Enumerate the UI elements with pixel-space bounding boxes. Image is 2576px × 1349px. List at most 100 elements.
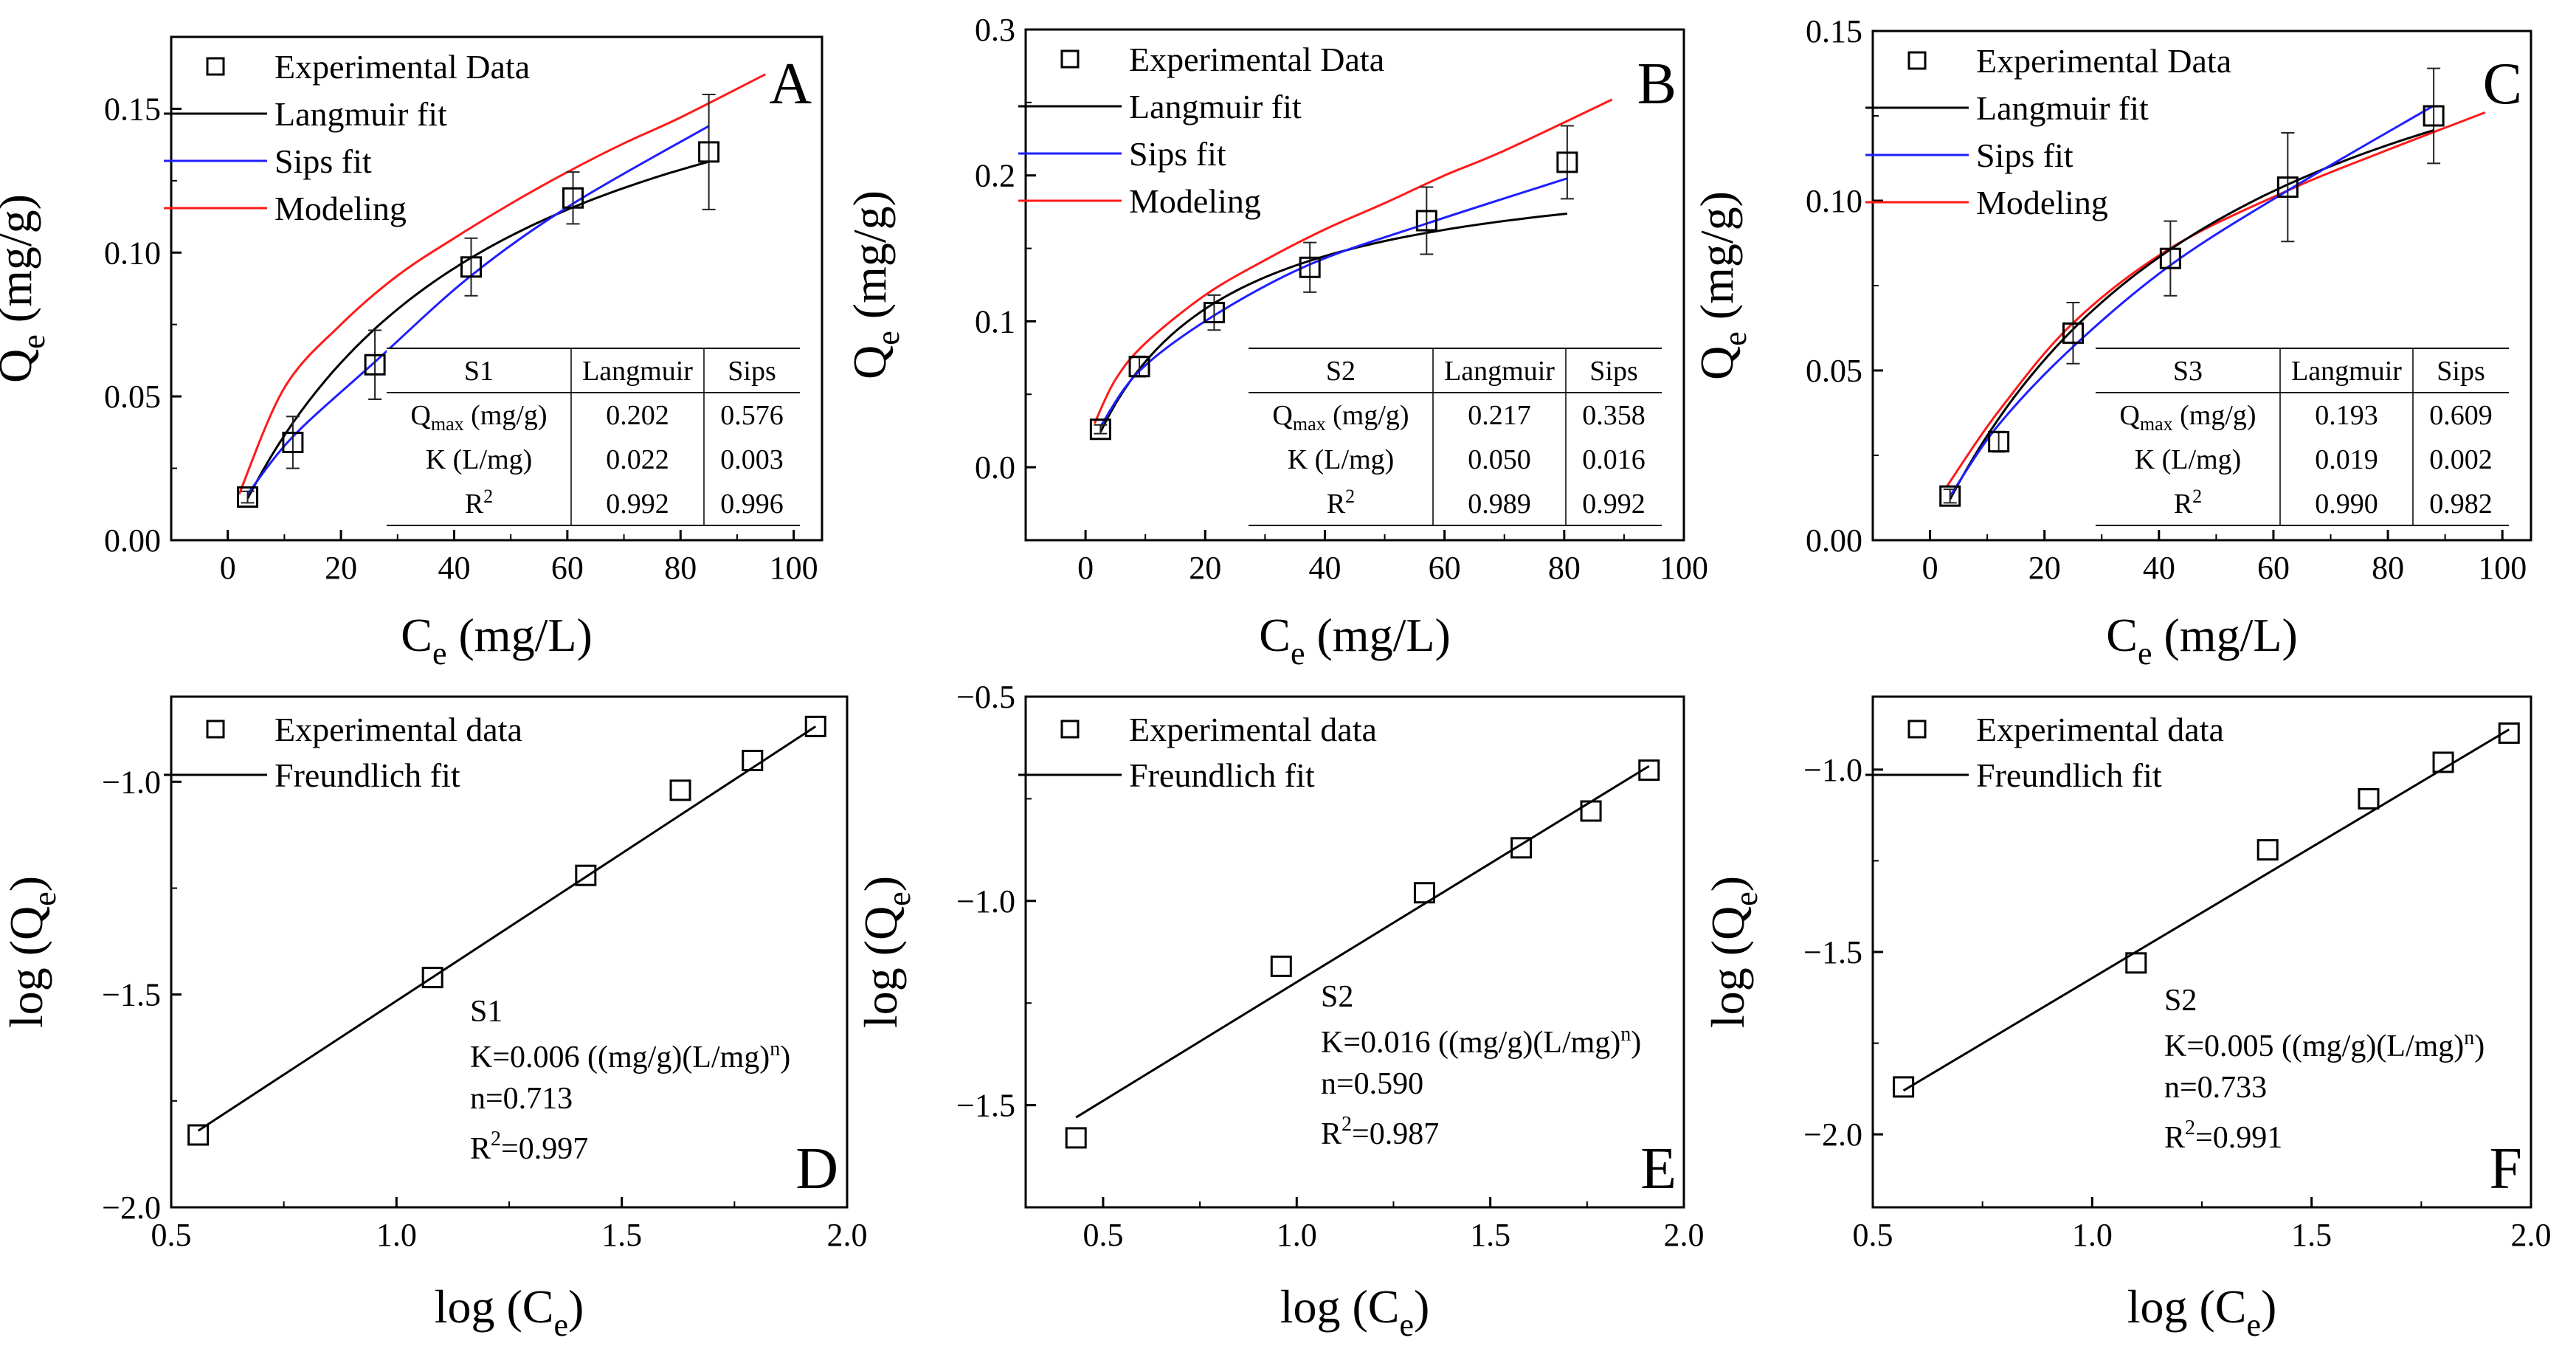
x-axis-label-part: ) — [2261, 1280, 2276, 1333]
modeling-curve — [238, 73, 766, 495]
x-axis-label: log (Ce) — [435, 1280, 584, 1343]
x-tick-label: 1.0 — [1277, 1217, 1317, 1253]
y-axis-label: Qe (mg/g) — [0, 194, 52, 383]
data-point — [2159, 247, 2181, 269]
data-point — [1893, 1076, 1915, 1098]
x-tick-label: 2.0 — [2511, 1217, 2552, 1253]
annotation-n: n=0.590 — [1321, 1067, 1423, 1101]
x-axis-label-part: log (C — [435, 1280, 554, 1333]
x-tick-label: 1.5 — [2291, 1217, 2332, 1253]
x-tick-label: 0.5 — [1082, 1217, 1123, 1253]
table-cell: 0.609 — [2429, 400, 2493, 431]
y-axis-label-part: log (Q — [0, 906, 52, 1028]
annotation-r2: R2=0.991 — [2164, 1117, 2282, 1155]
annotation-k-part: n — [1620, 1023, 1631, 1046]
y-tick-label: 0.15 — [104, 91, 161, 127]
data-point — [1510, 837, 1533, 859]
data-point — [460, 256, 482, 278]
table-row-label: R2 — [2174, 486, 2202, 520]
x-tick-label: 0 — [220, 550, 236, 586]
plot-frame — [1024, 695, 1685, 1209]
table-cell: 0.022 — [606, 444, 669, 475]
table-row-label-part: Q — [410, 400, 430, 431]
plot-area — [1075, 765, 1650, 1119]
freundlich-annotation: S1 K=0.006 ((mg/g)(L/mg)n) n=0.713 R2=0.997 — [470, 995, 790, 1166]
y-axis-label-part: e — [15, 334, 52, 349]
y-axis-label-part: ) — [854, 876, 907, 891]
table-row-label: K (L/mg) — [1288, 444, 1395, 475]
x-axis-label-part: C — [401, 609, 432, 661]
panel-letter: C — [2483, 52, 2522, 117]
panel-a: 0 20 40 60 80 100 0.00 0.05 0.10 0.15 Ce (mg/L) Qe … — [0, 35, 823, 672]
x-axis-label-part: e — [432, 635, 447, 672]
x-tick-label: 40 — [438, 550, 470, 586]
panel-letter: A — [769, 52, 812, 117]
annotation-k: K=0.005 ((mg/g)(L/mg)n) — [2164, 1027, 2485, 1063]
x-tick-label: 60 — [2257, 550, 2290, 586]
x-axis-label-part: e — [553, 1307, 568, 1343]
x-tick-label: 2.0 — [827, 1217, 868, 1253]
annotation-n: n=0.733 — [2164, 1071, 2267, 1105]
legend-label: Modeling — [1976, 184, 2108, 221]
x-tick-label: 1.5 — [601, 1217, 642, 1253]
legend-label: Langmuir fit — [1129, 88, 1302, 125]
table-cell: 0.996 — [720, 489, 784, 520]
data-point — [187, 1124, 210, 1146]
freundlich-fit-line — [1075, 765, 1650, 1119]
parameter-table: S2 Langmuir Sips Qmax (mg/g) 0.217 0.358 K (L/… — [1249, 348, 1662, 526]
data-point — [282, 431, 304, 453]
x-tick-label: 60 — [1429, 550, 1461, 586]
table-row-label-part: max — [1293, 413, 1326, 435]
data-point — [1299, 256, 1321, 278]
table-cell: 0.016 — [1582, 444, 1646, 475]
x-tick-label: 60 — [551, 550, 584, 586]
panel-letter: F — [2490, 1136, 2523, 1201]
table-cell: 0.002 — [2429, 444, 2493, 475]
legend-label: Sips fit — [1976, 137, 2073, 174]
annotation-k-part: ) — [1631, 1026, 1641, 1060]
x-tick-label: 20 — [1189, 550, 1221, 586]
x-axis-label: Ce (mg/L) — [401, 609, 593, 672]
y-tick-label: −1.5 — [956, 1088, 1015, 1124]
y-tick-label: 0.10 — [1806, 183, 1862, 219]
y-axis-label-part: log (Q — [1702, 906, 1754, 1028]
table-row-label-part: max — [431, 413, 464, 435]
x-axis-label-part: log (C — [1280, 1280, 1400, 1333]
data-point — [1580, 800, 1602, 822]
table-cell: 0.576 — [720, 400, 784, 431]
annotation-r2-part: 2 — [491, 1128, 501, 1150]
y-axis-label: log (Qe) — [854, 876, 917, 1028]
table-header: Sips — [1589, 356, 1637, 387]
y-tick-label: −0.5 — [956, 679, 1015, 715]
x-tick-label: 100 — [770, 550, 818, 586]
data-point — [1203, 302, 1225, 324]
data-point — [698, 141, 720, 163]
x-tick-label: 80 — [1548, 550, 1581, 586]
table-row-label: K (L/mg) — [426, 444, 533, 475]
table-cell: 0.193 — [2315, 400, 2378, 431]
y-axis-label-part: e — [1717, 331, 1753, 346]
table-row-label-part: Q — [1272, 400, 1292, 431]
legend-marker — [1907, 720, 1927, 739]
legend-label: Experimental Data — [1976, 42, 2231, 80]
langmuir-curve — [246, 160, 710, 500]
annotation-r2: R2=0.987 — [1321, 1113, 1439, 1151]
parameter-table: S3 Langmuir Sips Qmax (mg/g) 0.193 0.609 K (L/… — [2096, 348, 2509, 526]
table-cell: 0.019 — [2315, 444, 2378, 475]
y-tick-label: 0.0 — [975, 449, 1015, 486]
legend-label: Langmuir fit — [274, 95, 447, 133]
annotation-r2-part: 2 — [1341, 1113, 1352, 1136]
annotation-r2-part: 2 — [2185, 1117, 2195, 1139]
x-tick-label: 1.0 — [2072, 1217, 2113, 1253]
legend-label: Sips fit — [274, 142, 372, 180]
annotation-k-part: K=0.005 ((mg/g)(L/mg) — [2164, 1029, 2464, 1063]
x-axis-label-part: e — [1399, 1307, 1414, 1343]
x-axis-label-part: ) — [1414, 1280, 1429, 1333]
data-point — [575, 864, 597, 886]
data-point — [2125, 952, 2147, 974]
sips-curve — [1949, 104, 2434, 497]
panel-c: 0 20 40 60 80 100 0.00 0.05 0.10 0.15 Ce (mg/L) Qe … — [1691, 13, 2532, 672]
annotation-r2-part: =0.997 — [501, 1132, 588, 1166]
modeling-curve — [1093, 98, 1613, 424]
